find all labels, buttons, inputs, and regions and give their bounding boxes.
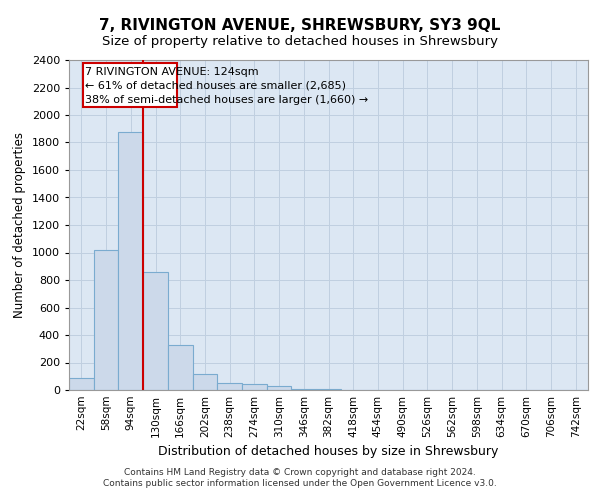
Bar xyxy=(143,272,168,390)
Bar xyxy=(242,384,267,390)
Bar xyxy=(94,250,118,390)
X-axis label: Distribution of detached houses by size in Shrewsbury: Distribution of detached houses by size … xyxy=(158,446,499,458)
Bar xyxy=(118,132,143,390)
Text: Contains HM Land Registry data © Crown copyright and database right 2024.
Contai: Contains HM Land Registry data © Crown c… xyxy=(103,468,497,487)
Bar xyxy=(267,386,292,390)
Bar xyxy=(217,383,242,390)
Bar xyxy=(168,346,193,390)
Text: Size of property relative to detached houses in Shrewsbury: Size of property relative to detached ho… xyxy=(102,35,498,48)
Text: 7, RIVINGTON AVENUE, SHREWSBURY, SY3 9QL: 7, RIVINGTON AVENUE, SHREWSBURY, SY3 9QL xyxy=(100,18,500,32)
Bar xyxy=(69,378,94,390)
Bar xyxy=(193,374,217,390)
FancyBboxPatch shape xyxy=(83,62,176,107)
Text: 7 RIVINGTON AVENUE: 124sqm
← 61% of detached houses are smaller (2,685)
38% of s: 7 RIVINGTON AVENUE: 124sqm ← 61% of deta… xyxy=(85,67,368,105)
Y-axis label: Number of detached properties: Number of detached properties xyxy=(13,132,26,318)
